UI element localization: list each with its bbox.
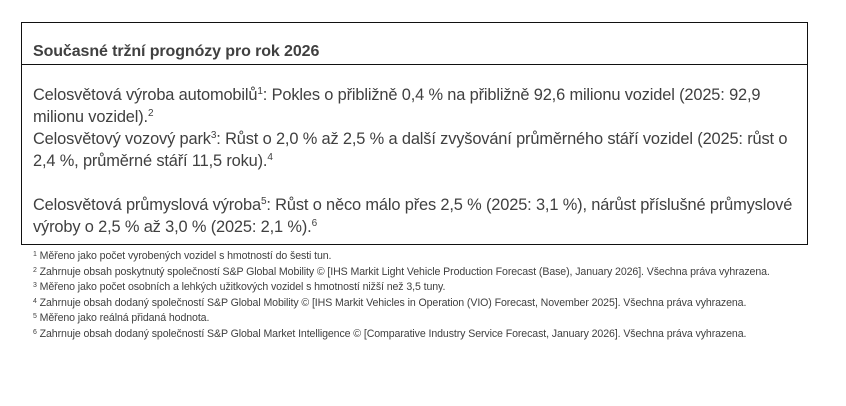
footnote-text: Měřeno jako počet osobních a lehkých uži… (36, 281, 446, 293)
footnote-ref[interactable]: 6 (311, 218, 318, 229)
footnote-ref[interactable]: 5 (260, 196, 267, 207)
footnote-text: Měřeno jako počet vyrobených vozidel s h… (36, 250, 332, 262)
footnote-number: 2 (33, 266, 37, 274)
forecast-box-body: Celosvětová výroba automobilů1: Pokles o… (33, 65, 799, 238)
footnote-number: 3 (33, 282, 37, 289)
footnote-1: 1 Měřeno jako počet vyrobených vozidel s… (33, 249, 793, 265)
footnote-text: Zahrnuje obsah poskytnutý společností S&… (36, 265, 770, 278)
footnote-ref[interactable]: 4 (267, 152, 273, 163)
footnote-2: 2 Zahrnuje obsah poskytnutý společností … (33, 265, 793, 281)
forecast-title: Současné tržní prognózy pro rok 2026 (33, 43, 320, 60)
forecast-box: Současné tržní prognózy pro rok 2026 Cel… (21, 22, 808, 245)
paragraph-label: Celosvětový vozový park (33, 130, 211, 148)
footnote-ref[interactable]: 1 (257, 86, 263, 97)
footnote-3: 3 Měřeno jako počet osobních a lehkých u… (33, 280, 793, 296)
footnote-number: 1 (33, 251, 37, 258)
footnote-5: 5 Měřeno jako reálná přidaná hodnota. (33, 311, 793, 327)
footnote-4: 4 Zahrnuje obsah dodaný společností S&P … (33, 296, 793, 312)
paragraph-text: : Růst o 2,0 % až 2,5 % a další zvyšován… (33, 130, 788, 170)
footnote-text: Měřeno jako reálná přidaná hodnota. (36, 312, 210, 324)
footnote-number: 4 (33, 297, 37, 305)
footnote-ref[interactable]: 3 (210, 130, 217, 141)
paragraph-label: Celosvětová výroba automobilů (33, 86, 258, 104)
footnote-number: 6 (33, 328, 37, 336)
forecast-paragraph-industrial-production: Celosvětová průmyslová výroba5: Růst o n… (33, 194, 799, 238)
footnote-number: 5 (33, 313, 37, 320)
forecast-box-header: Současné tržní prognózy pro rok 2026 (22, 23, 807, 65)
paragraph-label: Celosvětová průmyslová výroba (33, 196, 261, 214)
footnote-6: 6 Zahrnuje obsah dodaný společností S&P … (33, 327, 793, 343)
paragraph-text: : Pokles o přibližně 0,4 % na přibližně … (33, 86, 761, 126)
forecast-paragraph-vehicle-fleet: Celosvětový vozový park3: Růst o 2,0 % a… (33, 128, 799, 172)
footnote-text: Zahrnuje obsah dodaný společností S&P Gl… (36, 327, 747, 340)
footnotes: 1 Měřeno jako počet vyrobených vozidel s… (33, 249, 793, 342)
forecast-paragraph-vehicle-production: Celosvětová výroba automobilů1: Pokles o… (33, 84, 799, 128)
paragraph-text: : Růst o něco málo přes 2,5 % (2025: 3,1… (33, 196, 793, 236)
footnote-text: Zahrnuje obsah dodaný společností S&P Gl… (36, 296, 747, 309)
footnote-ref[interactable]: 2 (147, 108, 154, 119)
